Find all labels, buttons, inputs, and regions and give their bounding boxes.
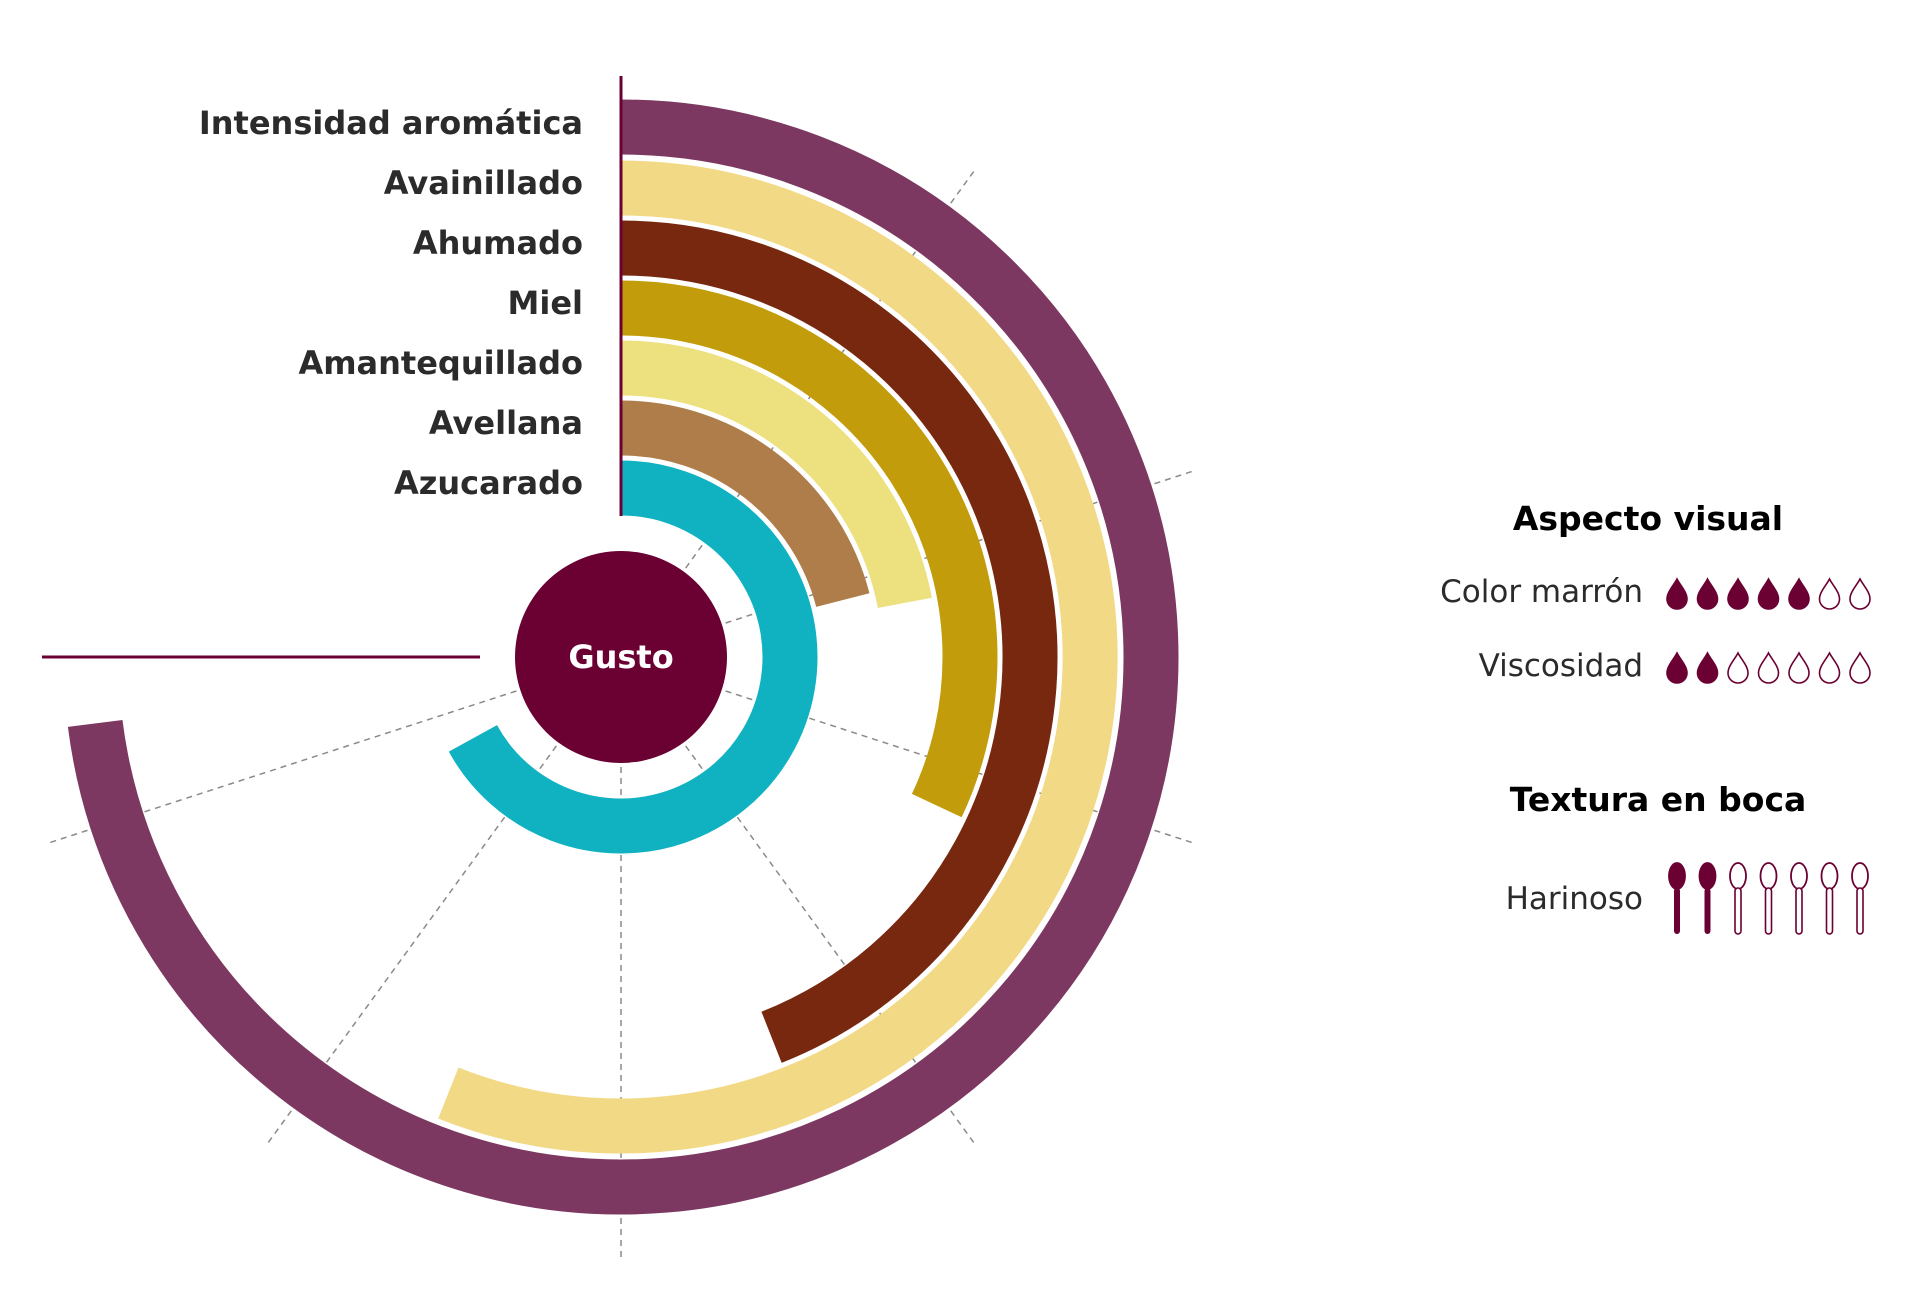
color-marron-drop-icon-4 bbox=[1757, 577, 1780, 610]
color-marron-label: Color marrón bbox=[1440, 574, 1643, 610]
bar-avellana bbox=[620, 400, 870, 608]
viscosidad-drop-icon-1 bbox=[1666, 651, 1688, 684]
textura-en-boca-title: Textura en boca bbox=[1510, 780, 1807, 819]
color-marron-rating bbox=[1666, 577, 1871, 610]
aspecto-visual-title: Aspecto visual bbox=[1513, 499, 1783, 538]
viscosidad-drop-icon-6 bbox=[1818, 651, 1841, 684]
center-circle bbox=[515, 551, 727, 763]
ratings-panel: Aspecto visual Color marrón Viscosidad T… bbox=[1440, 499, 1871, 935]
viscosidad-drop-icon-5 bbox=[1788, 651, 1810, 684]
viscosidad-drop-icon-3 bbox=[1727, 651, 1749, 684]
harinoso-spoon-icon-7 bbox=[1851, 862, 1869, 935]
bar-miel bbox=[620, 280, 998, 818]
bar-ahumado bbox=[620, 220, 1058, 1063]
bar-intensidad-aromatica bbox=[67, 99, 1179, 1215]
viscosidad-drop-icon-7 bbox=[1849, 651, 1871, 684]
label-azucarado: Azucarado bbox=[394, 464, 583, 502]
viscosidad-label: Viscosidad bbox=[1479, 648, 1643, 684]
label-axis bbox=[42, 76, 623, 659]
bar-amantequillado bbox=[620, 340, 932, 609]
harinoso-rating bbox=[1668, 862, 1869, 935]
label-avainillado: Avainillado bbox=[384, 164, 583, 202]
harinoso-spoon-icon-2 bbox=[1698, 862, 1717, 934]
center-hub: Gusto bbox=[515, 551, 727, 763]
label-avellana: Avellana bbox=[429, 404, 583, 442]
harinoso-spoon-icon-6 bbox=[1820, 862, 1839, 935]
bar-avainillado bbox=[438, 160, 1118, 1154]
color-marron-drop-icon-2 bbox=[1696, 577, 1719, 610]
center-label: Gusto bbox=[568, 638, 673, 676]
color-marron-drop-icon-6 bbox=[1818, 577, 1841, 610]
harinoso-spoon-icon-1 bbox=[1668, 862, 1686, 934]
harinoso-spoon-icon-5 bbox=[1790, 862, 1808, 935]
color-marron-drop-icon-1 bbox=[1666, 577, 1688, 610]
harinoso-spoon-icon-3 bbox=[1729, 862, 1747, 935]
viscosidad-drop-icon-4 bbox=[1757, 651, 1780, 684]
color-marron-drop-icon-5 bbox=[1788, 577, 1810, 610]
label-intensidad-aromatica: Intensidad aromática bbox=[199, 104, 583, 142]
bar-azucarado bbox=[448, 460, 818, 854]
harinoso-spoon-icon-4 bbox=[1759, 862, 1778, 935]
color-marron-drop-icon-7 bbox=[1849, 577, 1871, 610]
label-miel: Miel bbox=[508, 284, 583, 322]
harinoso-label: Harinoso bbox=[1506, 881, 1643, 917]
radial-bars bbox=[67, 99, 1179, 1215]
viscosidad-rating bbox=[1666, 651, 1871, 684]
viscosidad-drop-icon-2 bbox=[1696, 651, 1719, 684]
series-labels: Intensidad aromática Avainillado Ahumado Mi… bbox=[199, 104, 583, 502]
label-ahumado: Ahumado bbox=[413, 224, 583, 262]
label-amantequillado: Amantequillado bbox=[298, 344, 583, 382]
color-marron-drop-icon-3 bbox=[1727, 577, 1749, 610]
